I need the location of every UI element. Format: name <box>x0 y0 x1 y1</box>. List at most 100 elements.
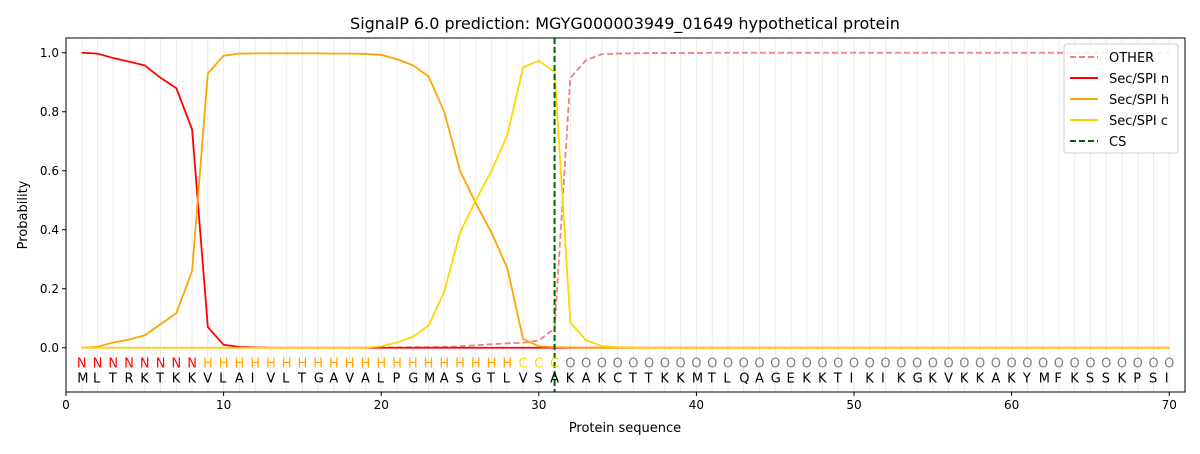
region-label: H <box>424 357 434 372</box>
region-label: O <box>865 357 875 372</box>
y-tick-label: 0.4 <box>40 223 59 237</box>
region-label: N <box>171 357 181 372</box>
y-axis-label: Probability <box>16 180 31 249</box>
region-label: O <box>1070 357 1080 372</box>
region-label: N <box>187 357 197 372</box>
region-label: N <box>77 357 87 372</box>
region-label: H <box>487 357 497 372</box>
legend: OTHER Sec/SPI n Sec/SPI h Sec/SPI c CS <box>1063 43 1179 154</box>
region-label: H <box>376 357 386 372</box>
region-label: N <box>93 357 103 372</box>
region-label: O <box>991 357 1001 372</box>
x-tick-label: 60 <box>1004 398 1019 412</box>
region-label: O <box>896 357 906 372</box>
region-label: H <box>203 357 213 372</box>
region-label: O <box>754 357 764 372</box>
chart-title: SignalP 6.0 prediction: MGYG000003949_01… <box>350 14 900 34</box>
region-label: H <box>439 357 449 372</box>
y-tick-label: 0.8 <box>40 105 59 119</box>
series-sec-spi-n <box>81 51 1170 349</box>
region-label: C <box>534 357 543 372</box>
region-label: O <box>912 357 922 372</box>
y-tick-label: 0.2 <box>40 282 59 296</box>
region-label: H <box>234 357 244 372</box>
region-label: H <box>219 357 229 372</box>
region-label: H <box>361 357 371 372</box>
plot-area <box>81 38 1170 392</box>
region-label: O <box>786 357 796 372</box>
region-label: H <box>266 357 276 372</box>
region-label: O <box>1148 357 1158 372</box>
region-label: O <box>1101 357 1111 372</box>
region-label: N <box>108 357 118 372</box>
region-label: H <box>313 357 323 372</box>
region-label: H <box>408 357 418 372</box>
legend-label: Sec/SPI c <box>1109 114 1168 129</box>
region-label: O <box>1117 357 1127 372</box>
region-label: O <box>770 357 780 372</box>
x-tick-label: 40 <box>689 398 704 412</box>
region-label: O <box>660 357 670 372</box>
legend-label: Sec/SPI n <box>1109 72 1169 87</box>
region-label: O <box>959 357 969 372</box>
region-label: H <box>455 357 465 372</box>
region-label: H <box>471 357 481 372</box>
region-label: C <box>550 357 559 372</box>
region-label: O <box>707 357 717 372</box>
region-label: O <box>597 357 607 372</box>
region-label: C <box>519 357 528 372</box>
region-label: H <box>298 357 308 372</box>
series-sec-spi-c <box>81 59 1170 349</box>
axis-ticks: 0 10 20 30 40 50 60 70 0.0 0.2 0.4 0.6 0.8 1.0 <box>40 46 1177 412</box>
region-label: O <box>943 357 953 372</box>
region-label: N <box>124 357 134 372</box>
region-label: H <box>345 357 355 372</box>
axes-frame <box>65 37 1186 393</box>
legend-label: OTHER <box>1109 51 1154 66</box>
region-label: O <box>1022 357 1032 372</box>
region-label: O <box>581 357 591 372</box>
region-label: H <box>329 357 339 372</box>
region-label: H <box>502 357 512 372</box>
region-label: O <box>644 357 654 372</box>
x-tick-label: 70 <box>1162 398 1177 412</box>
region-label: O <box>739 357 749 372</box>
region-label: N <box>140 357 150 372</box>
y-tick-label: 1.0 <box>40 46 59 60</box>
region-label: O <box>628 357 638 372</box>
region-label: N <box>156 357 166 372</box>
region-label: O <box>849 357 859 372</box>
region-label: O <box>1164 357 1174 372</box>
legend-box <box>1063 43 1179 154</box>
region-label: O <box>928 357 938 372</box>
region-label: O <box>1038 357 1048 372</box>
residue-sequence: MLTRKTKKVLAIVLTGAVALPGMASGTLVSAKAKCTTKKM… <box>77 371 1168 386</box>
region-label: H <box>250 357 260 372</box>
region-label: O <box>1007 357 1017 372</box>
region-label: O <box>975 357 985 372</box>
x-tick-label: 0 <box>62 398 70 412</box>
region-label: O <box>833 357 843 372</box>
region-label: O <box>676 357 686 372</box>
x-axis-label: Protein sequence <box>569 421 681 436</box>
series-other <box>81 51 1170 349</box>
x-tick-label: 20 <box>374 398 389 412</box>
region-label: O <box>880 357 890 372</box>
region-label: O <box>1054 357 1064 372</box>
x-tick-label: 30 <box>531 398 546 412</box>
region-label: H <box>392 357 402 372</box>
region-label: O <box>691 357 701 372</box>
series-sec-spi-h <box>81 52 1170 349</box>
region-label: O <box>565 357 575 372</box>
legend-label: CS <box>1109 135 1126 150</box>
grid <box>81 38 1170 392</box>
x-tick-label: 10 <box>216 398 231 412</box>
legend-label: Sec/SPI h <box>1109 93 1169 108</box>
y-tick-label: 0.0 <box>40 341 59 355</box>
region-label: O <box>1085 357 1095 372</box>
region-label: O <box>723 357 733 372</box>
y-tick-label: 0.6 <box>40 164 59 178</box>
region-label: H <box>282 357 292 372</box>
